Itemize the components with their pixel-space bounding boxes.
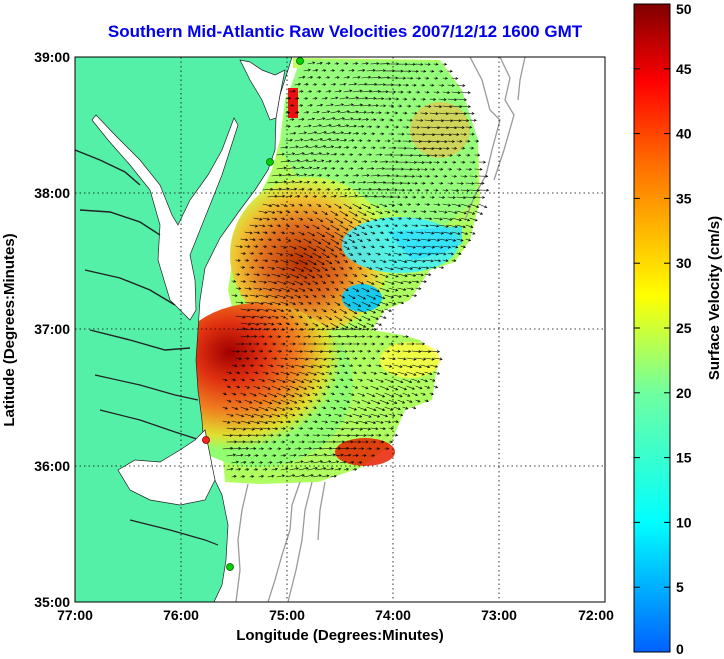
colorbar-tick-label: 35 (676, 190, 692, 206)
colorbar-tick-label: 5 (676, 579, 684, 595)
x-tick-label: 72:00 (578, 607, 614, 623)
y-axis: 39:00 38:00 37:00 36:00 35:00 Latitude (… (1, 49, 70, 610)
colorbar-tick-label: 45 (676, 61, 692, 77)
page-title: Southern Mid-Atlantic Raw Velocities 200… (107, 22, 583, 41)
plot-frame (74, 56, 606, 603)
colorbar-tick-label: 15 (676, 450, 692, 466)
station-marker (202, 436, 210, 444)
y-axis-label: Latitude (Degrees:Minutes) (1, 233, 18, 426)
colorbar-tick-label: 0 (676, 641, 684, 657)
colorbar-tick-label: 40 (676, 126, 692, 142)
x-tick-label: 73:00 (481, 607, 517, 623)
x-axis-label: Longitude (Degrees:Minutes) (236, 627, 444, 644)
station-marker (226, 563, 234, 571)
y-tick-label: 37:00 (34, 321, 70, 337)
x-tick-label: 75:00 (269, 607, 305, 623)
station-marker (296, 57, 304, 65)
y-tick-label: 39:00 (34, 49, 70, 65)
x-tick-label: 76:00 (163, 607, 199, 623)
y-tick-label: 36:00 (34, 458, 70, 474)
bathymetry-contours (235, 57, 526, 602)
colorbar-tick-label: 30 (676, 255, 692, 271)
y-tick-label: 38:00 (34, 185, 70, 201)
colorbar-tick-label: 50 (676, 1, 692, 17)
x-axis: 77:00 76:00 75:00 74:00 73:00 72:00 Long… (57, 607, 614, 644)
station-marker (266, 158, 274, 166)
y-tick-label: 35:00 (34, 594, 70, 610)
x-tick-label: 77:00 (57, 607, 93, 623)
colorbar-tick-label: 25 (676, 320, 692, 336)
grid-lines (75, 57, 605, 602)
velocity-arrows (222, 61, 490, 479)
colorbar-tick-label: 10 (676, 514, 692, 530)
velocity-arrow-paths (222, 61, 490, 479)
colorbar-tick-label: 20 (676, 385, 692, 401)
x-tick-label: 74:00 (375, 607, 411, 623)
colorbar-label: Surface Velocity (cm/s) (706, 216, 723, 380)
